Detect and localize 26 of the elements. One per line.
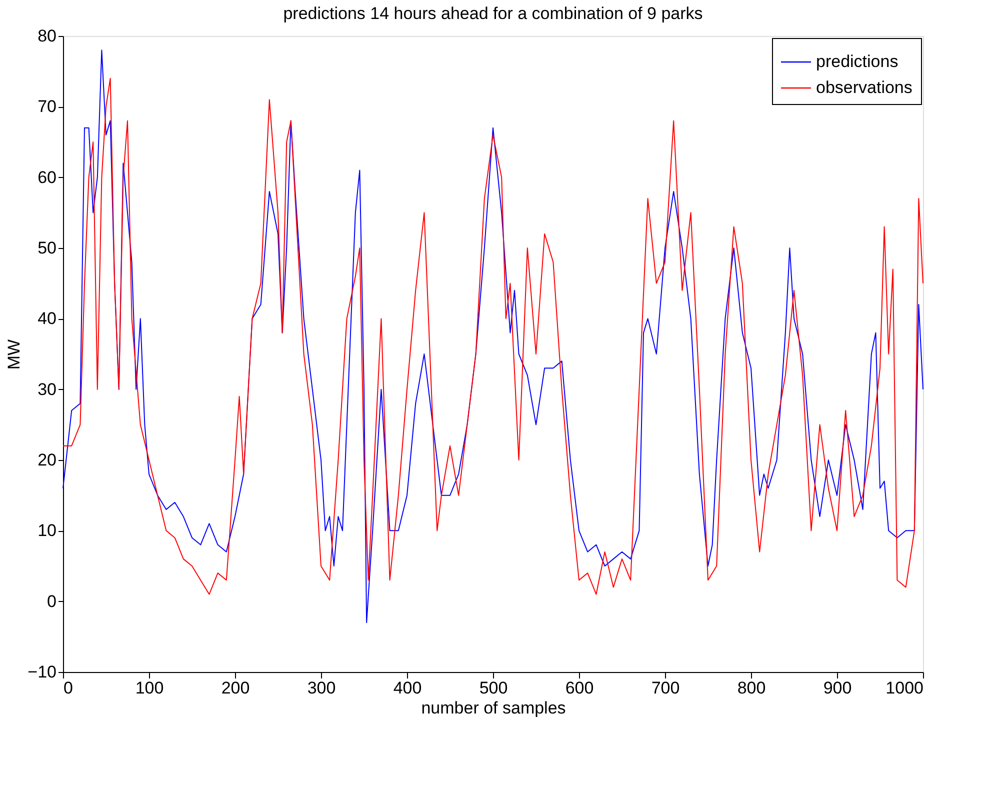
- x-tick-label: 1000: [886, 678, 924, 698]
- y-axis-title: MW: [4, 339, 24, 370]
- x-tick-label: 0: [64, 678, 73, 698]
- y-tick-label: 70: [38, 97, 56, 116]
- y-tick-label: 50: [38, 238, 56, 258]
- x-tick-label: 900: [823, 678, 852, 698]
- y-tick-label: −10: [28, 662, 56, 682]
- y-tick-label: 0: [47, 592, 56, 611]
- x-tick-label: 100: [135, 678, 164, 698]
- x-tick-label: 500: [479, 678, 508, 698]
- y-tick-label: 10: [38, 521, 56, 540]
- y-tick-label: 80: [38, 26, 56, 46]
- x-tick-label: 600: [565, 678, 594, 698]
- legend-label: observations: [816, 78, 912, 97]
- y-tick-label: 30: [38, 380, 56, 399]
- y-tick-label: 60: [38, 168, 56, 187]
- x-tick-label: 300: [307, 678, 336, 698]
- x-tick-label: 700: [651, 678, 680, 698]
- x-axis-title: number of samples: [421, 698, 566, 718]
- chart-title: predictions 14 hours ahead for a combination of 9 parks: [283, 4, 703, 23]
- legend-label: predictions: [816, 52, 898, 71]
- x-tick-label: 800: [737, 678, 766, 698]
- x-tick-label: 200: [221, 678, 250, 698]
- y-tick-label: 40: [38, 309, 56, 328]
- y-tick-label: 20: [38, 450, 56, 470]
- x-tick-label: 400: [393, 678, 422, 698]
